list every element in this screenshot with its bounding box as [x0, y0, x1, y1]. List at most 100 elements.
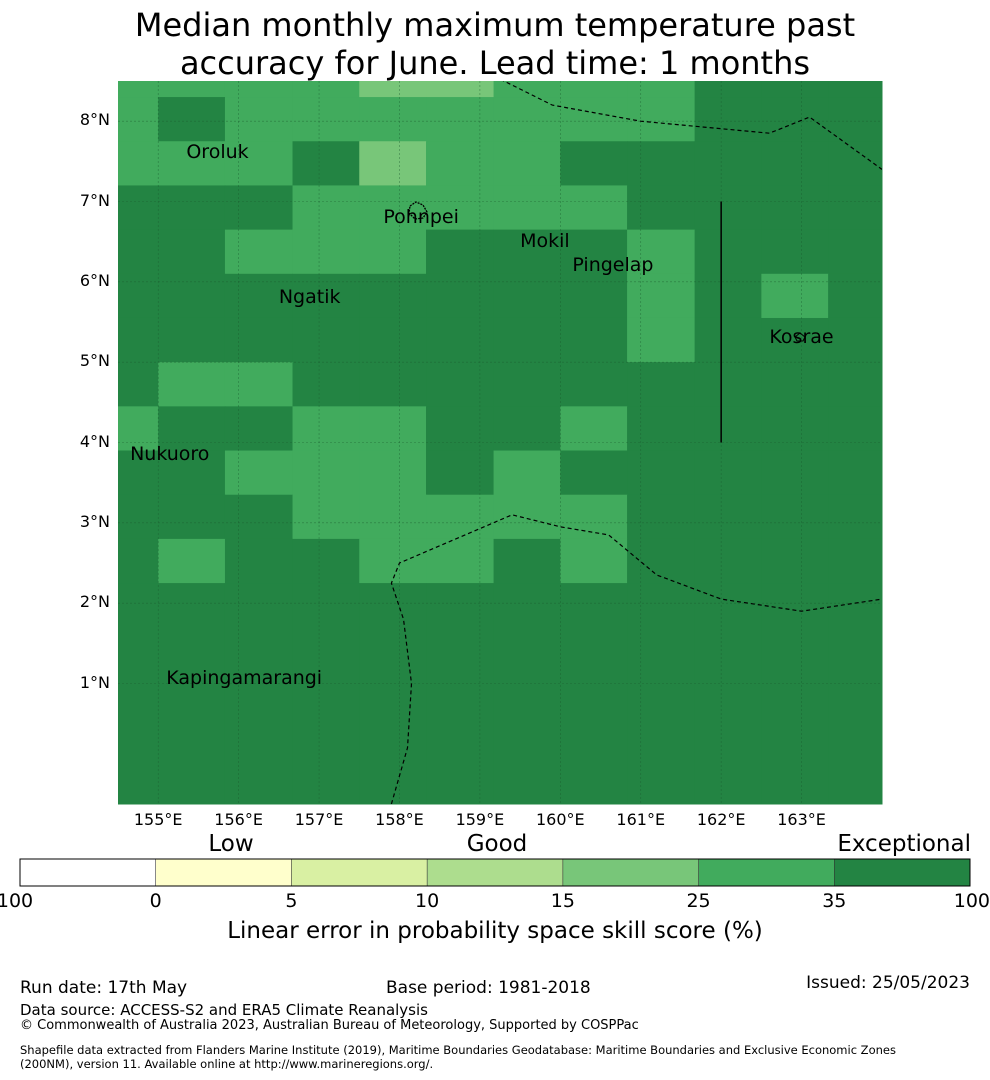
skill-cell [828, 450, 883, 496]
skill-cell [292, 81, 360, 98]
skill-cell [828, 273, 883, 319]
skill-cell [359, 229, 427, 275]
lon-tick-label: 157°E [294, 810, 344, 829]
colorbar-tick-label: 0 [149, 890, 162, 912]
lat-tick-label: 8°N [79, 110, 110, 130]
skill-cell [118, 450, 159, 496]
skill-cell [694, 97, 762, 142]
skill-cell [118, 185, 159, 231]
skill-cell [828, 185, 883, 231]
skill-cell [694, 583, 762, 805]
category-low: Low [208, 831, 254, 857]
skill-cell [761, 494, 829, 540]
skill-cell [761, 81, 829, 98]
lon-tick-label: 160°E [535, 810, 585, 829]
skill-cell [493, 583, 561, 805]
skill-cell [426, 273, 495, 319]
lat-tick-label: 4°N [79, 431, 110, 451]
skill-cell [224, 450, 294, 496]
skill-cell [426, 538, 495, 584]
skill-cell [158, 273, 226, 319]
category-exceptional: Exceptional [837, 831, 971, 857]
colorbar-tick-label: -100 [0, 890, 34, 912]
skill-cell [560, 583, 628, 805]
skill-cell [694, 81, 762, 98]
skill-cell [224, 273, 294, 319]
skill-cell [359, 362, 427, 407]
skill-cell [292, 494, 360, 540]
skill-cell [426, 141, 495, 186]
skill-cell [493, 273, 561, 319]
skill-cell [426, 406, 495, 452]
skill-cell [627, 362, 696, 407]
skill-cell [694, 538, 762, 584]
skill-cell [292, 273, 360, 319]
skill-cell [359, 317, 427, 363]
skill-cell [493, 317, 561, 363]
maritime-boundary [502, 81, 882, 170]
skill-cell [359, 185, 427, 231]
skill-cell [694, 273, 762, 319]
copyright: © Commonwealth of Australia 2023, Austra… [20, 1018, 639, 1033]
lon-tick-label: 162°E [696, 810, 746, 829]
skill-cell [828, 229, 883, 275]
place-label: Mokil [520, 229, 570, 252]
lat-tick-label: 2°N [79, 592, 110, 612]
skill-cell [493, 185, 561, 231]
skill-cell [828, 97, 883, 142]
skill-cell [627, 81, 696, 98]
skill-cell [493, 450, 561, 496]
skill-cell [627, 494, 696, 540]
skill-cell [560, 406, 628, 452]
lon-tick-label: 161°E [616, 810, 666, 829]
skill-cell [694, 494, 762, 540]
skill-cell [292, 229, 360, 275]
skill-cell [761, 538, 829, 584]
skill-cell [359, 141, 427, 186]
skill-cell [158, 406, 226, 452]
skill-cell [224, 538, 294, 584]
skill-cell [761, 273, 829, 319]
skill-cell [560, 538, 628, 584]
skill-cell [158, 538, 226, 584]
skill-cell [627, 406, 696, 452]
skill-cell [158, 141, 226, 186]
skill-cell [828, 406, 883, 452]
skill-cell [761, 362, 829, 407]
lat-tick-label: 7°N [79, 190, 110, 210]
category-good: Good [466, 831, 528, 857]
kosrae-island-outline [794, 332, 806, 342]
colorbar-segment [698, 859, 835, 886]
skill-cell [359, 450, 427, 496]
skill-cell [761, 406, 829, 452]
place-label: Ngatik [278, 285, 341, 308]
skill-cell [224, 362, 294, 407]
colorbar-tick-label: 25 [686, 890, 711, 912]
skill-cell [426, 185, 495, 231]
skill-cell [292, 185, 360, 231]
skill-cell [560, 273, 628, 319]
skill-cell [118, 273, 159, 319]
skill-cell [224, 229, 294, 275]
skill-cell [158, 97, 226, 142]
colorbar-tick-label: 5 [285, 890, 298, 912]
skill-cell [359, 583, 427, 805]
place-label: Kapingamarangi [166, 667, 323, 690]
colorbar-title: Linear error in probability space skill … [227, 918, 763, 944]
skill-cell [493, 494, 561, 540]
colorbar-segment [834, 859, 970, 886]
skill-cell [560, 229, 628, 275]
skill-cell [426, 229, 495, 275]
colorbar-tick-label: 35 [822, 890, 847, 912]
lon-tick-label: 158°E [375, 810, 424, 829]
skill-cell [292, 362, 360, 407]
skill-cell [828, 494, 883, 540]
skill-cell [426, 317, 495, 363]
shapefile-credit-1: Shapefile data extracted from Flanders M… [20, 1043, 896, 1057]
skill-cell [118, 538, 159, 584]
skill-cell [694, 317, 762, 363]
skill-cell [627, 229, 696, 275]
skill-cell [292, 97, 360, 142]
skill-cell [493, 362, 561, 407]
